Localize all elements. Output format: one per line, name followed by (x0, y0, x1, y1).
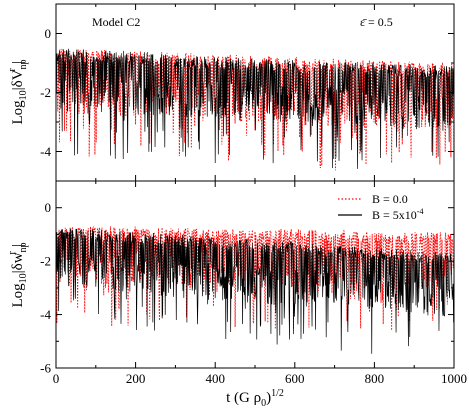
xtick-label: 1000 (441, 371, 467, 386)
bottom-ylabel-close: | (10, 244, 26, 247)
top-annotation-model: Model C2 (92, 15, 140, 29)
top-annotation-epsilon: ε̄ = 0.5 (360, 15, 393, 29)
legend: B = 0.0 B = 5x10-4 (338, 192, 423, 222)
top-ytick-label: -4 (40, 144, 51, 159)
bottom-ylabel-var-sup: r (7, 250, 18, 254)
bottom-ytick-label: -2 (40, 254, 51, 269)
bottom-traces (56, 226, 454, 354)
xtick-label: 0 (53, 371, 60, 386)
xlabel-sub: 0 (261, 398, 266, 409)
legend-label-b0: B = 0.0 (372, 192, 408, 206)
top-ylabel-rest: |δV (10, 69, 26, 90)
bottom-series-b5-line (56, 227, 454, 354)
x-axis-title: t (G ρ0)1/2 (226, 388, 284, 409)
bottom-ylabel-main: Log (10, 283, 26, 308)
legend-label-b5: B = 5x10-4 (372, 207, 423, 222)
xtick-label: 800 (365, 371, 385, 386)
top-ytick-label: 0 (45, 26, 52, 41)
top-y-axis-title: Log10|δVnpr | (7, 59, 29, 124)
xlabel-sup: 1/2 (271, 388, 284, 399)
bottom-ylabel-var-sub: np (18, 242, 29, 252)
xtick-label: 600 (285, 371, 305, 386)
legend-label-b5-main: B = 5x10 (372, 208, 417, 222)
xlabel-main: t (G ρ (226, 390, 261, 406)
bottom-ytick-label: -6 (40, 361, 51, 376)
bottom-panel: 0 -2 -4 -6 0 200 400 600 800 1000 B = 0.0 B = 5x… (7, 180, 467, 409)
legend-label-b5-sup: -4 (417, 207, 424, 216)
bottom-ylabel-sub: 10 (18, 273, 29, 283)
top-ylabel-main: Log (10, 100, 26, 125)
top-panel: 0 -2 -4 Model C2 ε̄ = 0.5 Log10|δVnpr | (7, 3, 455, 182)
bottom-ytick-label: 0 (45, 200, 52, 215)
bottom-ylabel-rest: |δw (10, 252, 26, 273)
xtick-label: 200 (126, 371, 146, 386)
svg-text:Log10|δwnpr|: Log10|δwnpr | (7, 242, 29, 307)
top-ylabel-var-sup: r (7, 67, 18, 71)
top-ylabel-sub: 10 (18, 90, 29, 100)
bottom-y-axis-title: Log10|δwnpr | (7, 242, 29, 307)
bottom-x-ticks: 0 200 400 600 800 1000 (53, 181, 467, 386)
xtick-label: 400 (205, 371, 225, 386)
top-traces (56, 48, 454, 177)
top-series-b5-line (56, 48, 454, 169)
svg-text:Log10|δVnpr|: Log10|δVnpr | (7, 59, 29, 124)
bottom-ytick-label: -4 (40, 307, 51, 322)
xlabel-close: ) (266, 390, 271, 406)
bottom-y-ticks: 0 -2 -4 -6 (40, 180, 454, 376)
top-ytick-label: -2 (40, 85, 51, 100)
top-ylabel-var-sub: np (18, 59, 29, 69)
top-ylabel-close: | (10, 61, 26, 64)
bottom-series-b0-line (56, 226, 454, 331)
